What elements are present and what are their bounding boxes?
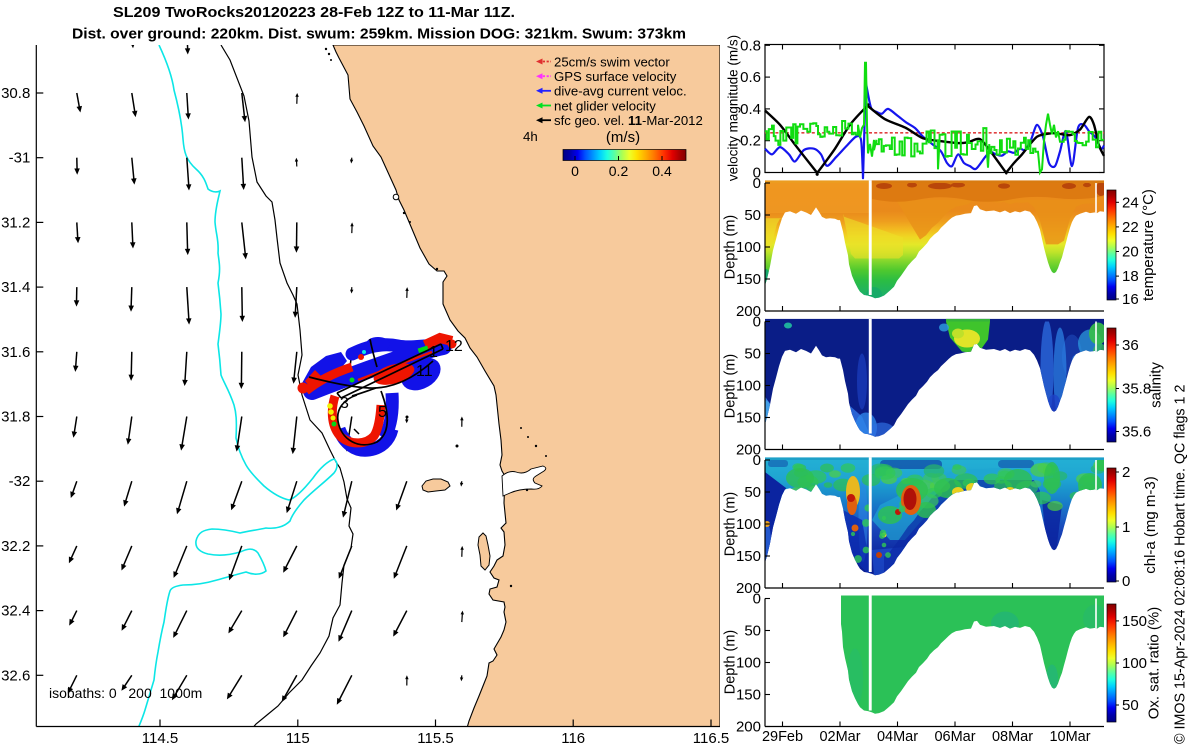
svg-text:0.2: 0.2: [609, 163, 629, 179]
svg-text:0.6: 0.6: [740, 69, 761, 86]
svg-text:10Mar: 10Mar: [1049, 729, 1090, 745]
svg-text:31.6: 31.6: [1, 344, 30, 361]
svg-text:0.4: 0.4: [652, 163, 672, 179]
svg-text:0: 0: [753, 165, 761, 182]
svg-text:50: 50: [744, 346, 761, 363]
svg-text:salinity: salinity: [1148, 362, 1165, 408]
svg-text:50: 50: [1122, 697, 1139, 714]
svg-text:150: 150: [736, 410, 761, 427]
svg-text:100: 100: [736, 378, 761, 395]
svg-text:31.2: 31.2: [1, 214, 30, 231]
svg-text:2: 2: [1122, 464, 1130, 481]
svg-text:30.8: 30.8: [1, 85, 30, 102]
svg-text:22: 22: [1122, 219, 1139, 236]
svg-text:100: 100: [736, 655, 761, 672]
svg-text:isobaths: 0 200 1000m: isobaths: 0 200 1000m: [49, 685, 202, 701]
svg-text:200: 200: [736, 303, 761, 320]
svg-text:50: 50: [744, 207, 761, 224]
svg-text:32.6: 32.6: [1, 667, 30, 684]
svg-text:24: 24: [1122, 194, 1139, 211]
svg-text:31.4: 31.4: [1, 279, 30, 296]
svg-text:20: 20: [1122, 244, 1139, 261]
svg-text:08Mar: 08Mar: [992, 729, 1033, 745]
svg-text:Ox. sat. ratio (%): Ox. sat. ratio (%): [1146, 607, 1163, 720]
svg-text:sfc geo. vel. 11-Mar-2012: sfc geo. vel. 11-Mar-2012: [554, 113, 703, 128]
svg-text:0: 0: [753, 314, 761, 331]
svg-text:5: 5: [378, 404, 387, 421]
svg-text:-32: -32: [9, 473, 31, 490]
svg-text:06Mar: 06Mar: [934, 729, 975, 745]
svg-text:velocity magnitude (m/s): velocity magnitude (m/s): [726, 35, 741, 181]
svg-text:0.8: 0.8: [740, 37, 761, 54]
svg-text:16: 16: [1122, 291, 1139, 308]
svg-text:SL209 TwoRocks20120223 28-Feb: SL209 TwoRocks20120223 28-Feb 12Z to 11-…: [113, 4, 515, 21]
svg-text:3: 3: [340, 395, 349, 412]
svg-text:18: 18: [1122, 268, 1139, 285]
svg-text:35.6: 35.6: [1122, 424, 1151, 441]
svg-text:100: 100: [1122, 655, 1147, 672]
svg-text:150: 150: [736, 687, 761, 704]
svg-text:50: 50: [744, 484, 761, 501]
svg-text:Depth (m): Depth (m): [723, 215, 739, 279]
svg-text:100: 100: [736, 239, 761, 256]
svg-text:31.8: 31.8: [1, 409, 30, 426]
svg-text:net glider velocity: net glider velocity: [554, 98, 656, 113]
svg-text:150: 150: [736, 548, 761, 565]
svg-text:© IMOS 15-Apr-2024 02:08:16 Ho: © IMOS 15-Apr-2024 02:08:16 Hobart time.…: [1173, 385, 1189, 744]
svg-text:temperature (°C): temperature (°C): [1140, 189, 1157, 301]
svg-text:25cm/s swim vector: 25cm/s swim vector: [554, 54, 670, 69]
svg-text:35.8: 35.8: [1122, 381, 1151, 398]
svg-text:0.2: 0.2: [740, 133, 761, 150]
svg-text:12: 12: [445, 338, 463, 355]
svg-text:150: 150: [736, 271, 761, 288]
svg-text:0: 0: [753, 591, 761, 608]
svg-text:0: 0: [753, 175, 761, 192]
svg-text:04Mar: 04Mar: [877, 729, 918, 745]
svg-text:115.5: 115.5: [417, 730, 453, 747]
svg-text:Dist. over ground: 220km. Dist: Dist. over ground: 220km. Dist. swum: 25…: [72, 26, 686, 43]
svg-text:115: 115: [286, 730, 310, 747]
svg-text:50: 50: [744, 623, 761, 640]
svg-text:200: 200: [736, 442, 761, 459]
svg-text:Depth (m): Depth (m): [723, 630, 739, 694]
svg-text:0: 0: [1122, 573, 1130, 590]
svg-text:-31: -31: [9, 150, 31, 167]
svg-text:02Mar: 02Mar: [819, 729, 860, 745]
svg-text:200: 200: [736, 719, 761, 736]
svg-text:Depth (m): Depth (m): [723, 354, 739, 418]
svg-text:114.5: 114.5: [142, 730, 178, 747]
svg-text:200: 200: [736, 580, 761, 597]
svg-text:4h: 4h: [523, 129, 538, 144]
svg-text:1: 1: [1122, 519, 1130, 536]
svg-text:(m/s): (m/s): [606, 129, 640, 146]
svg-text:dive-avg current veloc.: dive-avg current veloc.: [554, 84, 687, 99]
svg-text:11: 11: [416, 363, 433, 380]
svg-text:0: 0: [753, 452, 761, 469]
svg-text:150: 150: [1122, 613, 1147, 630]
svg-text:GPS surface velocity: GPS surface velocity: [554, 69, 677, 84]
svg-text:29Feb: 29Feb: [762, 729, 803, 745]
svg-text:Depth (m): Depth (m): [723, 492, 739, 556]
svg-text:116.5: 116.5: [693, 730, 729, 747]
svg-text:100: 100: [736, 516, 761, 533]
svg-text:36: 36: [1122, 337, 1139, 354]
svg-text:32.2: 32.2: [1, 538, 30, 555]
svg-text:chl-a (mg m-3): chl-a (mg m-3): [1142, 476, 1159, 574]
svg-text:0: 0: [571, 163, 579, 179]
svg-text:1: 1: [429, 344, 438, 361]
svg-text:116: 116: [561, 730, 585, 747]
svg-text:0.4: 0.4: [740, 101, 761, 118]
svg-text:32.4: 32.4: [1, 603, 30, 620]
